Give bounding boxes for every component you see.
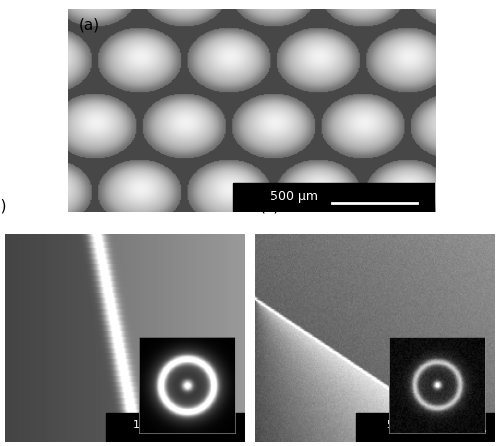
Text: (a): (a) (78, 17, 100, 32)
Bar (106, 413, 245, 442)
Bar (233, 183, 435, 212)
Text: 500 μm: 500 μm (270, 190, 318, 203)
Text: 50 nm: 50 nm (387, 420, 422, 429)
Text: 100 nm: 100 nm (134, 420, 176, 429)
Bar (356, 413, 495, 442)
Text: (c): (c) (260, 198, 280, 213)
Text: (b): (b) (0, 198, 8, 213)
